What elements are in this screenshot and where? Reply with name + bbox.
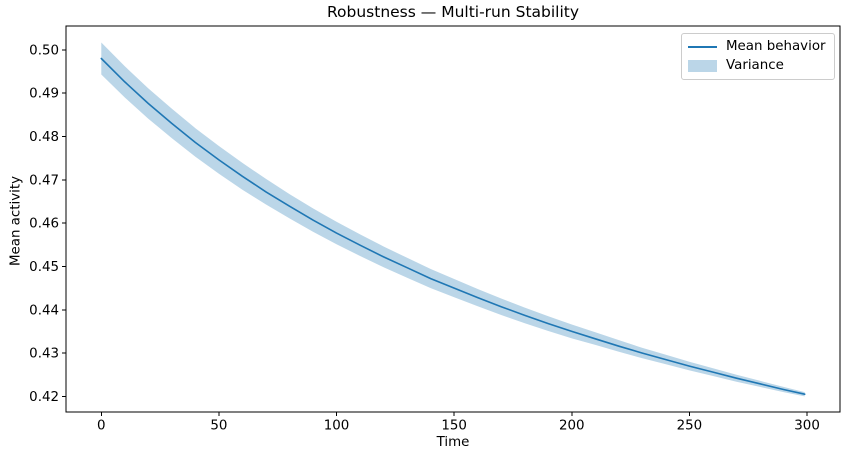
variance-band [101,42,805,397]
chart-title: Robustness — Multi-run Stability [326,3,580,21]
y-tick-label: 0.49 [29,87,59,102]
x-tick-label: 0 [97,419,106,434]
legend-entry-variance: Variance [688,58,827,73]
legend: Mean behavior Variance [681,33,835,80]
legend-entry-mean: Mean behavior [688,39,827,54]
y-tick-label: 0.45 [29,260,59,275]
x-tick-label: 300 [794,419,820,434]
y-tick-label: 0.47 [29,173,59,188]
x-tick-label: 200 [559,419,585,434]
x-tick-label: 150 [441,419,467,434]
y-tick-label: 0.46 [29,217,59,232]
y-tick-label: 0.44 [29,303,59,318]
axes-border [65,25,841,413]
legend-label-mean: Mean behavior [726,39,826,54]
y-axis-label: Mean activity [8,175,24,267]
x-tick-label: 50 [210,419,227,434]
y-tick-label: 0.50 [29,43,59,58]
x-axis-label: Time [436,435,470,450]
legend-label-variance: Variance [726,58,784,73]
y-tick-label: 0.43 [29,347,59,362]
y-tick-label: 0.48 [29,130,59,145]
x-tick-label: 250 [677,419,703,434]
mean-behavior-line [100,57,806,396]
legend-line-swatch [688,45,717,48]
y-tick-label: 0.42 [29,390,59,405]
x-tick-label: 100 [324,419,350,434]
legend-variance-swatch [688,59,717,72]
